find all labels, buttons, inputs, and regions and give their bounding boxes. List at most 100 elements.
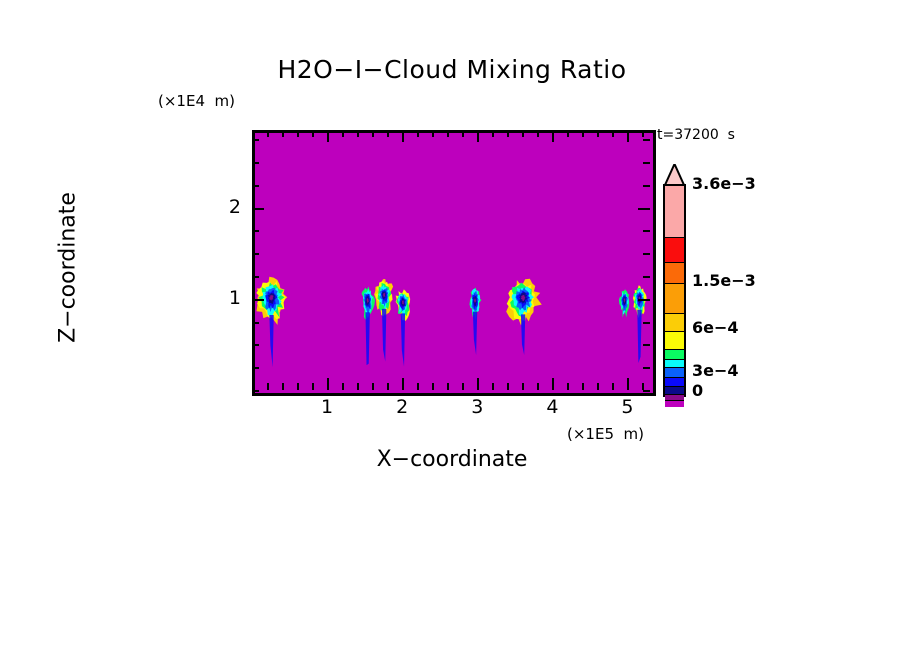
y-minor-tick	[252, 344, 259, 347]
colorbar-tick-label: 3.6e−3	[692, 174, 756, 193]
colorbar-band	[665, 186, 684, 238]
x-tick-label: 2	[396, 396, 409, 418]
colorbar-band	[665, 367, 684, 378]
x-minor-tick	[432, 383, 435, 390]
cloud-contour-shell	[474, 298, 476, 303]
cloud-contour-shell	[366, 297, 369, 304]
y-major-tick-right	[638, 298, 650, 301]
x-major-tick-top	[327, 130, 330, 142]
colorbar-band	[665, 400, 684, 407]
colorbar-band	[665, 237, 684, 262]
x-minor-tick	[312, 383, 315, 390]
colorbar-tick-label: 0	[692, 381, 704, 401]
y-minor-tick-right	[643, 321, 650, 324]
y-minor-tick	[252, 184, 259, 187]
x-minor-tick	[522, 383, 525, 390]
x-minor-tick-top	[537, 130, 540, 137]
x-minor-tick-top	[252, 130, 254, 137]
colorbar	[663, 184, 686, 407]
x-minor-tick	[267, 383, 270, 390]
x-minor-tick-top	[612, 130, 615, 137]
x-minor-tick-top	[432, 130, 435, 137]
y-minor-tick	[252, 139, 259, 142]
x-minor-tick-top	[597, 130, 600, 137]
x-minor-tick	[342, 383, 345, 390]
x-minor-tick	[447, 383, 450, 390]
x-minor-tick-top	[267, 130, 270, 137]
precipitation-streak	[472, 311, 478, 356]
y-minor-tick-right	[643, 253, 650, 256]
precipitation-streak	[365, 312, 370, 366]
precipitation-streak	[400, 313, 406, 367]
y-minor-tick	[252, 161, 259, 164]
y-minor-tick	[252, 275, 259, 278]
x-minor-tick	[252, 383, 254, 390]
colorbar-tick-label: 3e−4	[692, 360, 739, 380]
x-minor-tick	[462, 383, 465, 390]
x-major-tick-top	[627, 130, 630, 142]
x-major-tick-top	[552, 130, 555, 142]
precipitation-streak	[381, 308, 387, 362]
x-major-tick	[477, 378, 480, 390]
x-major-tick	[552, 378, 555, 390]
y-minor-tick-right	[643, 367, 650, 370]
cloud-cell	[361, 286, 376, 366]
cloud-mixing-ratio-field	[256, 276, 647, 368]
y-minor-tick-right	[643, 139, 650, 142]
y-minor-tick-right	[643, 230, 650, 233]
precipitation-streak	[520, 314, 526, 355]
x-minor-tick	[612, 383, 615, 390]
precipitation-streak	[637, 309, 642, 364]
y-major-tick	[252, 298, 264, 301]
y-minor-tick-right	[643, 275, 650, 278]
colorbar-overflow-arrow	[663, 164, 686, 185]
y-minor-tick-right	[643, 161, 650, 164]
x-minor-tick	[507, 383, 510, 390]
precipitation-streak	[269, 315, 274, 368]
x-minor-tick	[387, 383, 390, 390]
cloud-cell	[256, 276, 288, 368]
x-major-tick	[627, 378, 630, 390]
x-minor-tick-top	[357, 130, 360, 137]
x-major-tick-top	[477, 130, 480, 142]
page-title: H2O−I−Cloud Mixing Ratio	[277, 55, 627, 84]
x-major-tick	[327, 378, 330, 390]
x-minor-tick-top	[462, 130, 465, 137]
x-axis-unit-label: (×1E5 m)	[567, 425, 644, 443]
x-minor-tick	[372, 383, 375, 390]
y-minor-tick	[252, 321, 259, 324]
x-minor-tick-top	[582, 130, 585, 137]
x-major-tick	[402, 378, 405, 390]
x-minor-tick-top	[447, 130, 450, 137]
x-minor-tick	[492, 383, 495, 390]
cloud-cell	[632, 285, 647, 364]
colorbar-band	[665, 283, 684, 314]
x-minor-tick	[582, 383, 585, 390]
x-minor-tick-top	[492, 130, 495, 137]
colorbar-band	[665, 394, 684, 401]
x-minor-tick	[597, 383, 600, 390]
x-minor-tick-top	[642, 130, 645, 137]
x-minor-tick-top	[507, 130, 510, 137]
colorbar-band	[665, 358, 684, 368]
x-minor-tick	[282, 383, 285, 390]
x-tick-label: 3	[471, 396, 484, 418]
y-major-tick-right	[638, 207, 650, 210]
colorbar-tick-label: 1.5e−3	[692, 270, 756, 290]
axis-tick-layer	[252, 130, 650, 392]
colorbar-band	[665, 386, 684, 395]
x-minor-tick-top	[387, 130, 390, 137]
cloud-cell	[618, 289, 630, 318]
y-minor-tick	[252, 253, 259, 256]
x-minor-tick	[537, 383, 540, 390]
x-minor-tick	[642, 383, 645, 390]
x-minor-tick	[357, 383, 360, 390]
cloud-cell	[395, 289, 411, 367]
x-minor-tick-top	[297, 130, 300, 137]
colorbar-band	[665, 313, 684, 332]
x-tick-label: 4	[546, 396, 559, 418]
y-minor-tick	[252, 390, 259, 392]
x-major-tick-top	[402, 130, 405, 142]
colorbar-band	[665, 348, 684, 359]
x-minor-tick	[417, 383, 420, 390]
